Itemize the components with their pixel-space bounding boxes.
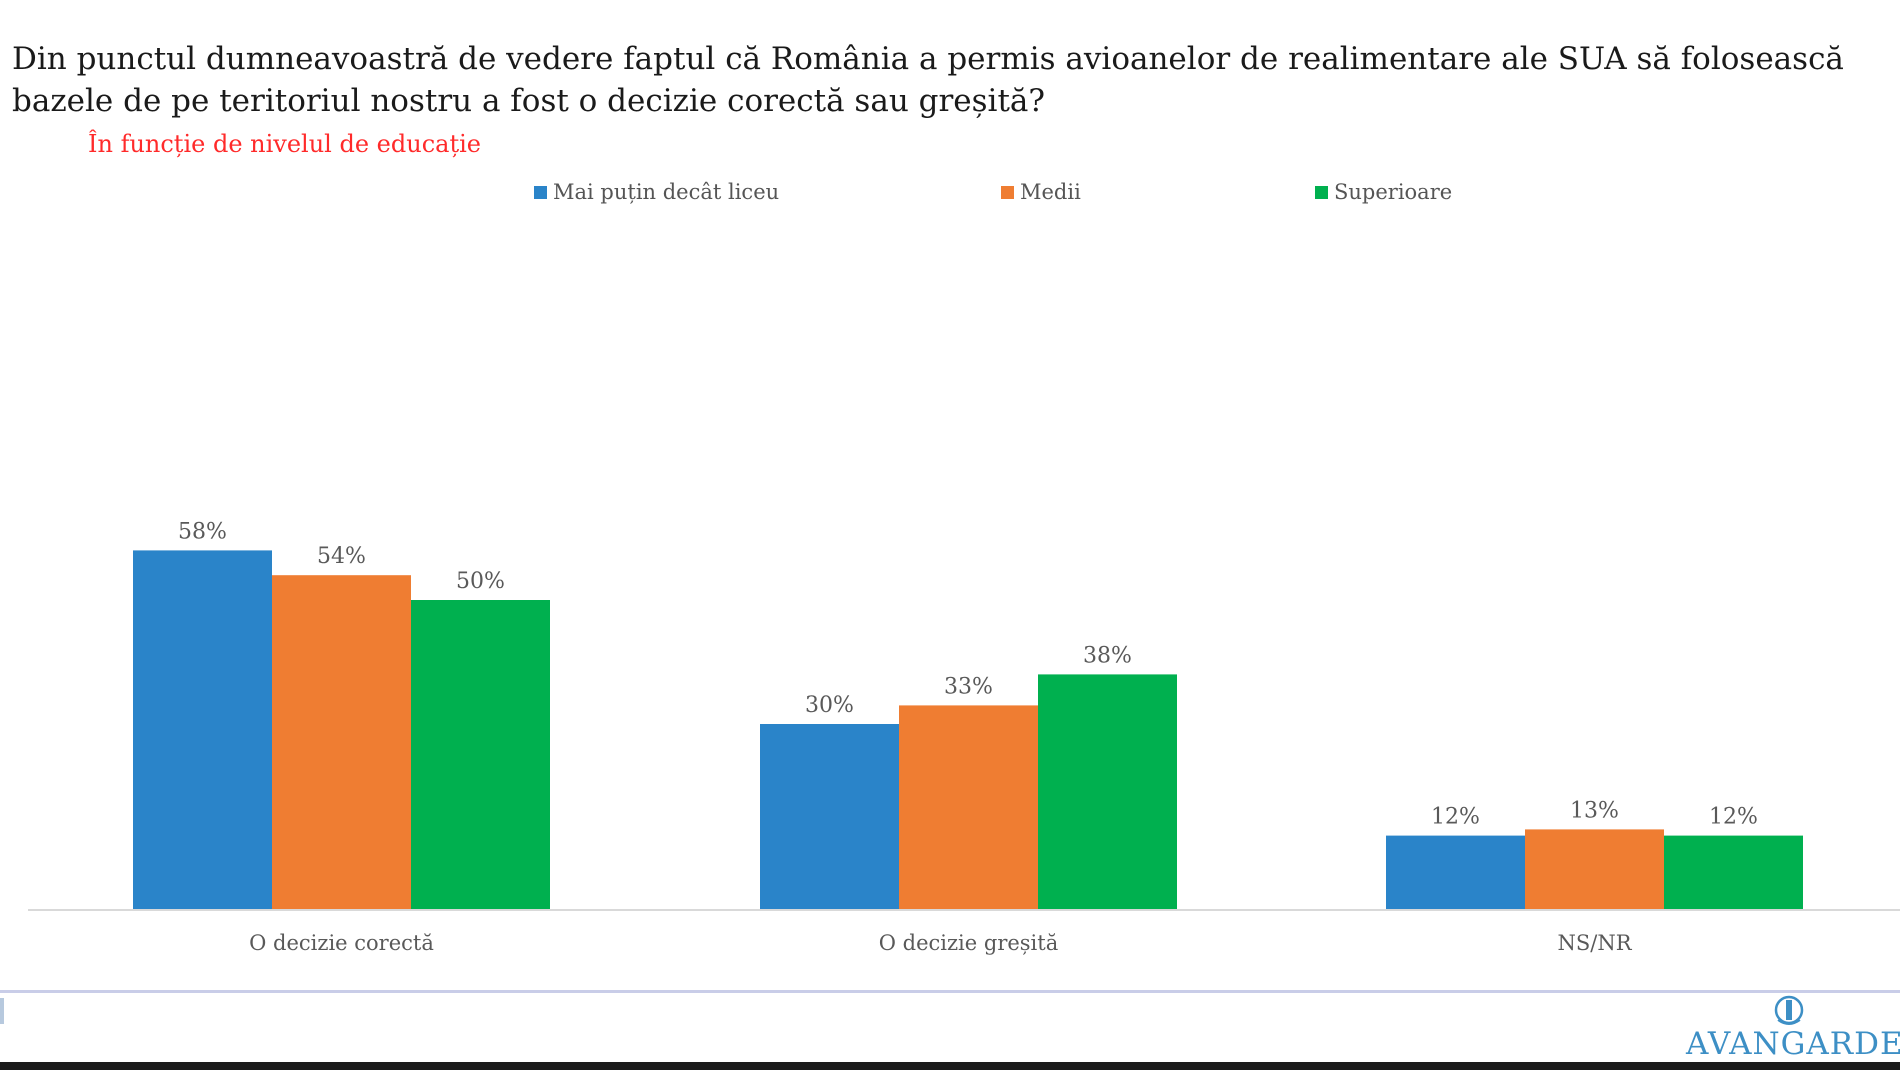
- footer-left-mark: [0, 998, 4, 1024]
- avangarde-logo: AVANGARDE: [1686, 994, 1900, 1062]
- bar: [1664, 835, 1803, 910]
- category-label: O decizie corectă: [249, 931, 434, 955]
- legend-label: Superioare: [1334, 180, 1452, 204]
- bar: [411, 600, 550, 910]
- data-label: 54%: [317, 544, 366, 569]
- legend-label: Mai puțin decât liceu: [553, 180, 779, 204]
- data-label: 12%: [1431, 805, 1480, 830]
- data-label: 58%: [178, 519, 227, 544]
- bar: [899, 705, 1038, 910]
- legend-label: Medii: [1020, 180, 1081, 204]
- data-label: 33%: [944, 674, 993, 699]
- bar: [272, 575, 411, 910]
- data-label: 30%: [805, 693, 854, 718]
- legend-swatch: [1315, 186, 1328, 199]
- category-label: O decizie greșită: [879, 931, 1058, 955]
- bar: [133, 550, 272, 910]
- footer-divider: [0, 990, 1900, 993]
- data-label: 38%: [1083, 643, 1132, 668]
- chart-bars: 58% 54% 50% 30% 33% 38% 12% 13% 12%: [133, 519, 1803, 910]
- category-label: NS/NR: [1557, 931, 1632, 955]
- data-label: 13%: [1570, 798, 1619, 823]
- legend-swatch: [534, 186, 547, 199]
- chart-title: Din punctul dumneavoastră de vedere fapt…: [12, 41, 1844, 119]
- legend-swatch: [1001, 186, 1014, 199]
- bar: [1386, 835, 1525, 910]
- bar: [1038, 674, 1177, 910]
- bar: [1525, 829, 1664, 910]
- chart-legend: Mai puțin decât liceu Medii Superioare: [534, 180, 1452, 204]
- bar: [760, 724, 899, 910]
- data-label: 50%: [456, 569, 505, 594]
- bottom-bar: [0, 1062, 1900, 1070]
- chart-subtitle: În funcție de nivelul de educație: [88, 130, 481, 158]
- data-label: 12%: [1709, 805, 1758, 830]
- bar-chart: Mai puțin decât liceu Medii Superioare 58%…: [28, 180, 1900, 955]
- avangarde-logo-icon: [1774, 995, 1804, 1025]
- category-labels: O decizie corectă O decizie greșită NS/NR: [249, 931, 1633, 955]
- logo-text: AVANGARDE: [1686, 1026, 1900, 1062]
